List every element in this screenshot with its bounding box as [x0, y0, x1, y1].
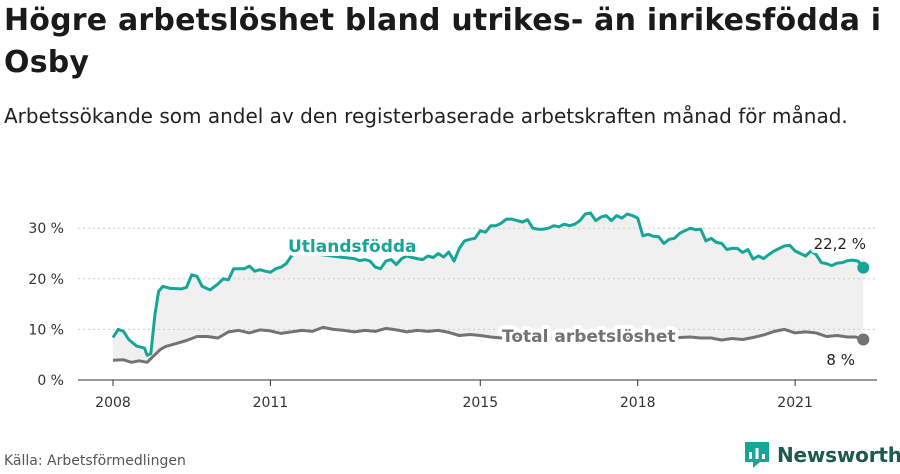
line-chart: 0 % 10 % 20 % 30 % 2008 2011 2015 2018 2021 Utl… [28, 211, 877, 411]
x-tick-label: 2011 [253, 395, 289, 411]
foreign-born-series-label: Utlandsfödda [288, 237, 417, 257]
source-note: Källa: Arbetsförmedlingen [4, 453, 186, 469]
x-tick-label: 2008 [95, 395, 131, 411]
total-unemployment-end-value: 8 % [826, 351, 855, 369]
y-axis: 0 % 10 % 20 % 30 % [28, 221, 64, 389]
y-tick-label: 20 % [28, 272, 64, 288]
y-tick-label: 0 % [37, 373, 64, 389]
x-tick-label: 2021 [777, 395, 813, 411]
range-band [113, 213, 864, 363]
foreign-born-end-marker [857, 261, 870, 274]
total-unemployment-series-label: Total arbetslöshet [502, 327, 676, 347]
x-axis: 2008 2011 2015 2018 2021 [78, 379, 877, 411]
chart-title: Högre arbetslöshet bland utrikes- än inr… [4, 3, 882, 80]
total-unemployment-line [112, 325, 864, 364]
y-tick-label: 10 % [28, 322, 64, 338]
chart-subtitle: Arbetssökande som andel av den registerb… [4, 104, 848, 128]
foreign-born-line [111, 211, 865, 357]
gridlines [78, 227, 877, 330]
total-unemployment-end-marker [857, 333, 870, 346]
newsworthy-logo-icon [745, 442, 769, 468]
y-tick-label: 30 % [28, 221, 64, 237]
foreign-born-end-value: 22,2 % [814, 235, 866, 253]
brand-name: Newsworthy [777, 443, 900, 467]
brand[interactable]: Newsworthy [745, 440, 900, 470]
x-tick-label: 2018 [620, 395, 656, 411]
x-tick-label: 2015 [462, 395, 498, 411]
